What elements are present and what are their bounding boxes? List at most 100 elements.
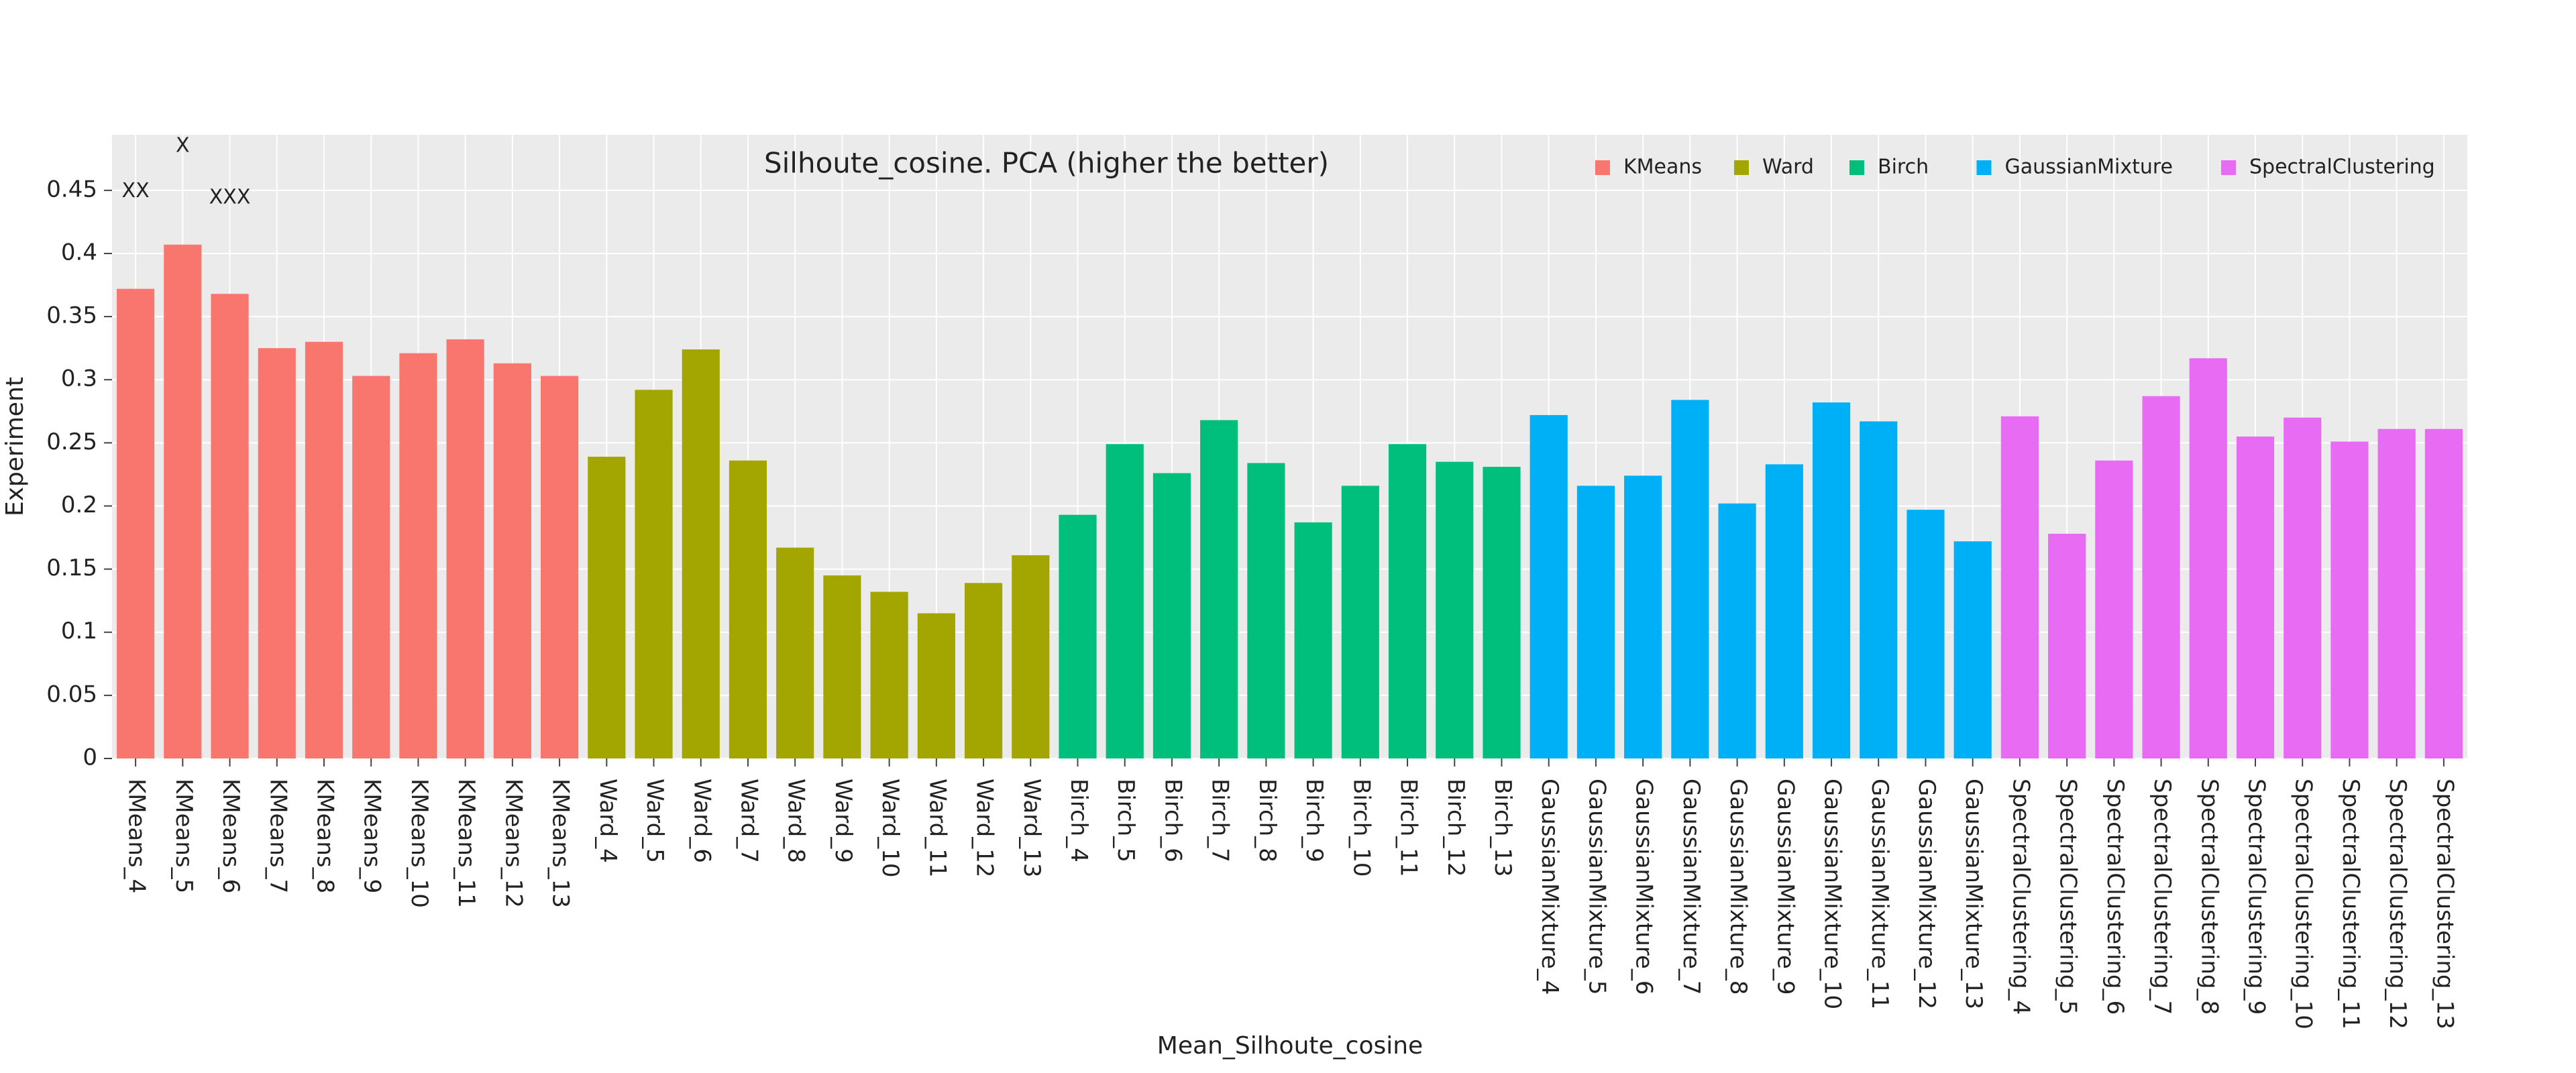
bar: [1765, 464, 1803, 758]
x-tick-label: SpectralClustering_10: [2290, 779, 2317, 1029]
annotation: XX: [122, 179, 150, 203]
bar: [1436, 461, 1474, 758]
bar: [870, 591, 908, 758]
bar: [1907, 510, 1945, 758]
legend-label: KMeans: [1623, 156, 1702, 179]
bar: [2236, 436, 2275, 758]
x-tick-label: KMeans_7: [264, 779, 291, 893]
bar: [117, 288, 155, 758]
bar: [682, 349, 720, 758]
legend-label: Birch: [1878, 156, 1929, 179]
y-tick-label: 0.2: [61, 492, 97, 518]
bar: [1012, 555, 1050, 758]
x-tick-label: SpectralClustering_11: [2337, 779, 2364, 1029]
x-tick-label: KMeans_9: [359, 779, 386, 893]
annotation: X: [176, 133, 190, 157]
x-tick-label: Birch_13: [1489, 779, 1516, 877]
y-tick-label: 0.35: [46, 302, 97, 329]
bar: [2284, 417, 2322, 758]
x-tick-label: GaussianMixture_4: [1536, 779, 1563, 995]
x-tick-label: Birch_11: [1395, 779, 1422, 877]
x-tick-label: GaussianMixture_8: [1725, 779, 1752, 995]
bar: [399, 353, 437, 758]
legend-swatch: [1976, 160, 1992, 175]
x-tick-label: KMeans_11: [453, 779, 480, 908]
bar: [1483, 467, 1521, 758]
bar: [964, 583, 1003, 758]
bar: [2189, 358, 2227, 758]
legend-label: Ward: [1762, 156, 1814, 179]
chart-title: Silhoute_cosine. PCA (higher the better): [764, 147, 1329, 180]
x-tick-label: Birch_7: [1207, 779, 1234, 862]
legend-label: GaussianMixture: [2005, 156, 2174, 179]
bar: [917, 613, 955, 758]
bar: [1341, 486, 1379, 758]
bar: [1200, 420, 1238, 758]
x-tick-label: KMeans_10: [406, 779, 433, 908]
legend-swatch: [2221, 160, 2236, 175]
bar: [635, 390, 673, 758]
bar: [2048, 533, 2086, 758]
x-tick-label: GaussianMixture_7: [1678, 779, 1705, 995]
x-tick-label: GaussianMixture_5: [1583, 779, 1610, 995]
x-tick-label: Birch_5: [1112, 779, 1139, 862]
y-tick-label: 0.05: [46, 681, 97, 708]
bar: [164, 244, 202, 759]
bar: [1152, 473, 1191, 758]
bar: [1059, 514, 1097, 758]
bar: [729, 460, 767, 758]
y-tick-label: 0.45: [46, 176, 97, 203]
bar: [1671, 400, 1709, 758]
x-tick-label: SpectralClustering_6: [2102, 779, 2129, 1015]
bar: [1529, 414, 1568, 758]
x-tick-label: Ward_12: [971, 779, 998, 878]
y-tick-label: 0: [83, 744, 97, 771]
x-tick-label: Ward_8: [783, 779, 810, 863]
bar: [2095, 460, 2133, 758]
bar: [1860, 421, 1898, 758]
y-tick-label: 0.4: [61, 239, 97, 266]
bar: [1953, 541, 1992, 758]
x-tick-label: KMeans_13: [547, 779, 574, 908]
x-tick-label: GaussianMixture_10: [1819, 779, 1846, 1009]
bar: [1812, 402, 1851, 758]
x-tick-label: Ward_9: [830, 779, 857, 863]
legend-swatch: [1849, 160, 1864, 175]
x-tick-label: KMeans_6: [217, 779, 244, 893]
bar: [588, 457, 626, 758]
x-tick-label: GaussianMixture_11: [1866, 779, 1893, 1009]
x-tick-label: SpectralClustering_12: [2384, 779, 2411, 1029]
x-tick-label: Birch_8: [1254, 779, 1281, 862]
x-tick-label: Birch_4: [1065, 779, 1092, 862]
bar: [211, 294, 249, 758]
x-tick-label: SpectralClustering_9: [2243, 779, 2270, 1015]
x-tick-label: Ward_4: [594, 779, 621, 863]
bar: [1718, 503, 1756, 758]
x-tick-label: SpectralClustering_13: [2431, 779, 2458, 1029]
bar: [258, 348, 296, 758]
x-tick-label: Ward_10: [877, 779, 904, 878]
x-tick-label: Ward_6: [688, 779, 715, 863]
bar: [823, 575, 861, 758]
x-tick-label: GaussianMixture_12: [1913, 779, 1940, 1009]
x-tick-label: GaussianMixture_13: [1960, 779, 1987, 1009]
bar: [541, 376, 579, 758]
bar: [305, 341, 343, 758]
x-tick-label: SpectralClustering_5: [2055, 779, 2082, 1015]
bar: [2377, 429, 2416, 758]
x-tick-label: SpectralClustering_7: [2149, 779, 2176, 1015]
bar: [776, 547, 814, 758]
x-tick-label: GaussianMixture_9: [1772, 779, 1799, 995]
x-tick-label: Birch_12: [1442, 779, 1469, 877]
bar: [493, 363, 531, 758]
x-tick-label: GaussianMixture_6: [1631, 779, 1658, 995]
bar: [2424, 429, 2463, 758]
x-tick-label: Birch_6: [1159, 779, 1186, 862]
bar: [1106, 444, 1144, 758]
x-tick-label: KMeans_4: [123, 779, 150, 893]
x-tick-label: Ward_13: [1018, 779, 1045, 878]
bar: [1247, 463, 1285, 758]
bar: [1624, 475, 1662, 758]
y-tick-label: 0.15: [46, 555, 97, 581]
legend-swatch: [1734, 160, 1749, 175]
